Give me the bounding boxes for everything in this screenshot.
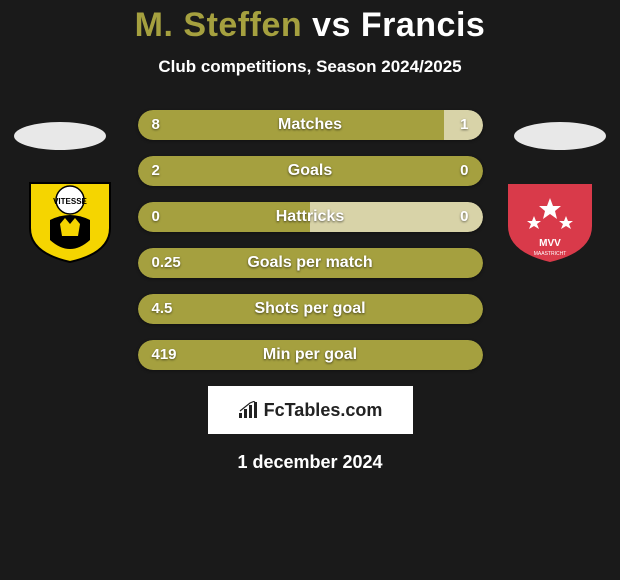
stat-value-left: 4.5 bbox=[152, 294, 173, 324]
svg-text:MVV: MVV bbox=[539, 238, 561, 249]
player1-name: M. Steffen bbox=[135, 6, 302, 44]
stat-row: Goals per match0.25 bbox=[138, 248, 483, 278]
club-badge-right: MVV MAASTRICHT bbox=[500, 178, 600, 264]
stat-label: Matches bbox=[138, 110, 483, 140]
branding-box: FcTables.com bbox=[208, 386, 413, 434]
stat-value-right: 0 bbox=[460, 202, 468, 232]
player2-name: Francis bbox=[361, 6, 485, 44]
svg-text:VITESSE: VITESSE bbox=[53, 197, 87, 206]
stat-row: Matches8 1 bbox=[138, 110, 483, 140]
stat-label: Goals per match bbox=[138, 248, 483, 278]
club-badge-left: VITESSE bbox=[20, 178, 120, 264]
stat-row: Hattricks0 0 bbox=[138, 202, 483, 232]
stat-row: Shots per goal4.5 bbox=[138, 294, 483, 324]
stat-row: Goals2 0 bbox=[138, 156, 483, 186]
stat-value-left: 0 bbox=[152, 202, 160, 232]
vs-text: vs bbox=[312, 6, 351, 44]
stat-value-right: 0 bbox=[460, 156, 468, 186]
chart-icon bbox=[238, 401, 260, 419]
branding-text: FcTables.com bbox=[264, 400, 383, 421]
stat-value-left: 8 bbox=[152, 110, 160, 140]
player2-silhouette bbox=[514, 122, 606, 150]
date-text: 1 december 2024 bbox=[0, 452, 620, 473]
player1-silhouette bbox=[14, 122, 106, 150]
stat-label: Goals bbox=[138, 156, 483, 186]
stat-value-left: 0.25 bbox=[152, 248, 181, 278]
stat-label: Hattricks bbox=[138, 202, 483, 232]
stat-row: Min per goal419 bbox=[138, 340, 483, 370]
stat-label: Shots per goal bbox=[138, 294, 483, 324]
comparison-title: M. Steffen vs Francis bbox=[0, 0, 620, 45]
stat-value-left: 2 bbox=[152, 156, 160, 186]
stats-list: Matches81Goals20Hattricks00Goals per mat… bbox=[138, 110, 483, 370]
stat-value-right: 1 bbox=[460, 110, 468, 140]
svg-text:MAASTRICHT: MAASTRICHT bbox=[534, 251, 567, 257]
stat-label: Min per goal bbox=[138, 340, 483, 370]
subtitle: Club competitions, Season 2024/2025 bbox=[0, 57, 620, 77]
stat-value-left: 419 bbox=[152, 340, 177, 370]
